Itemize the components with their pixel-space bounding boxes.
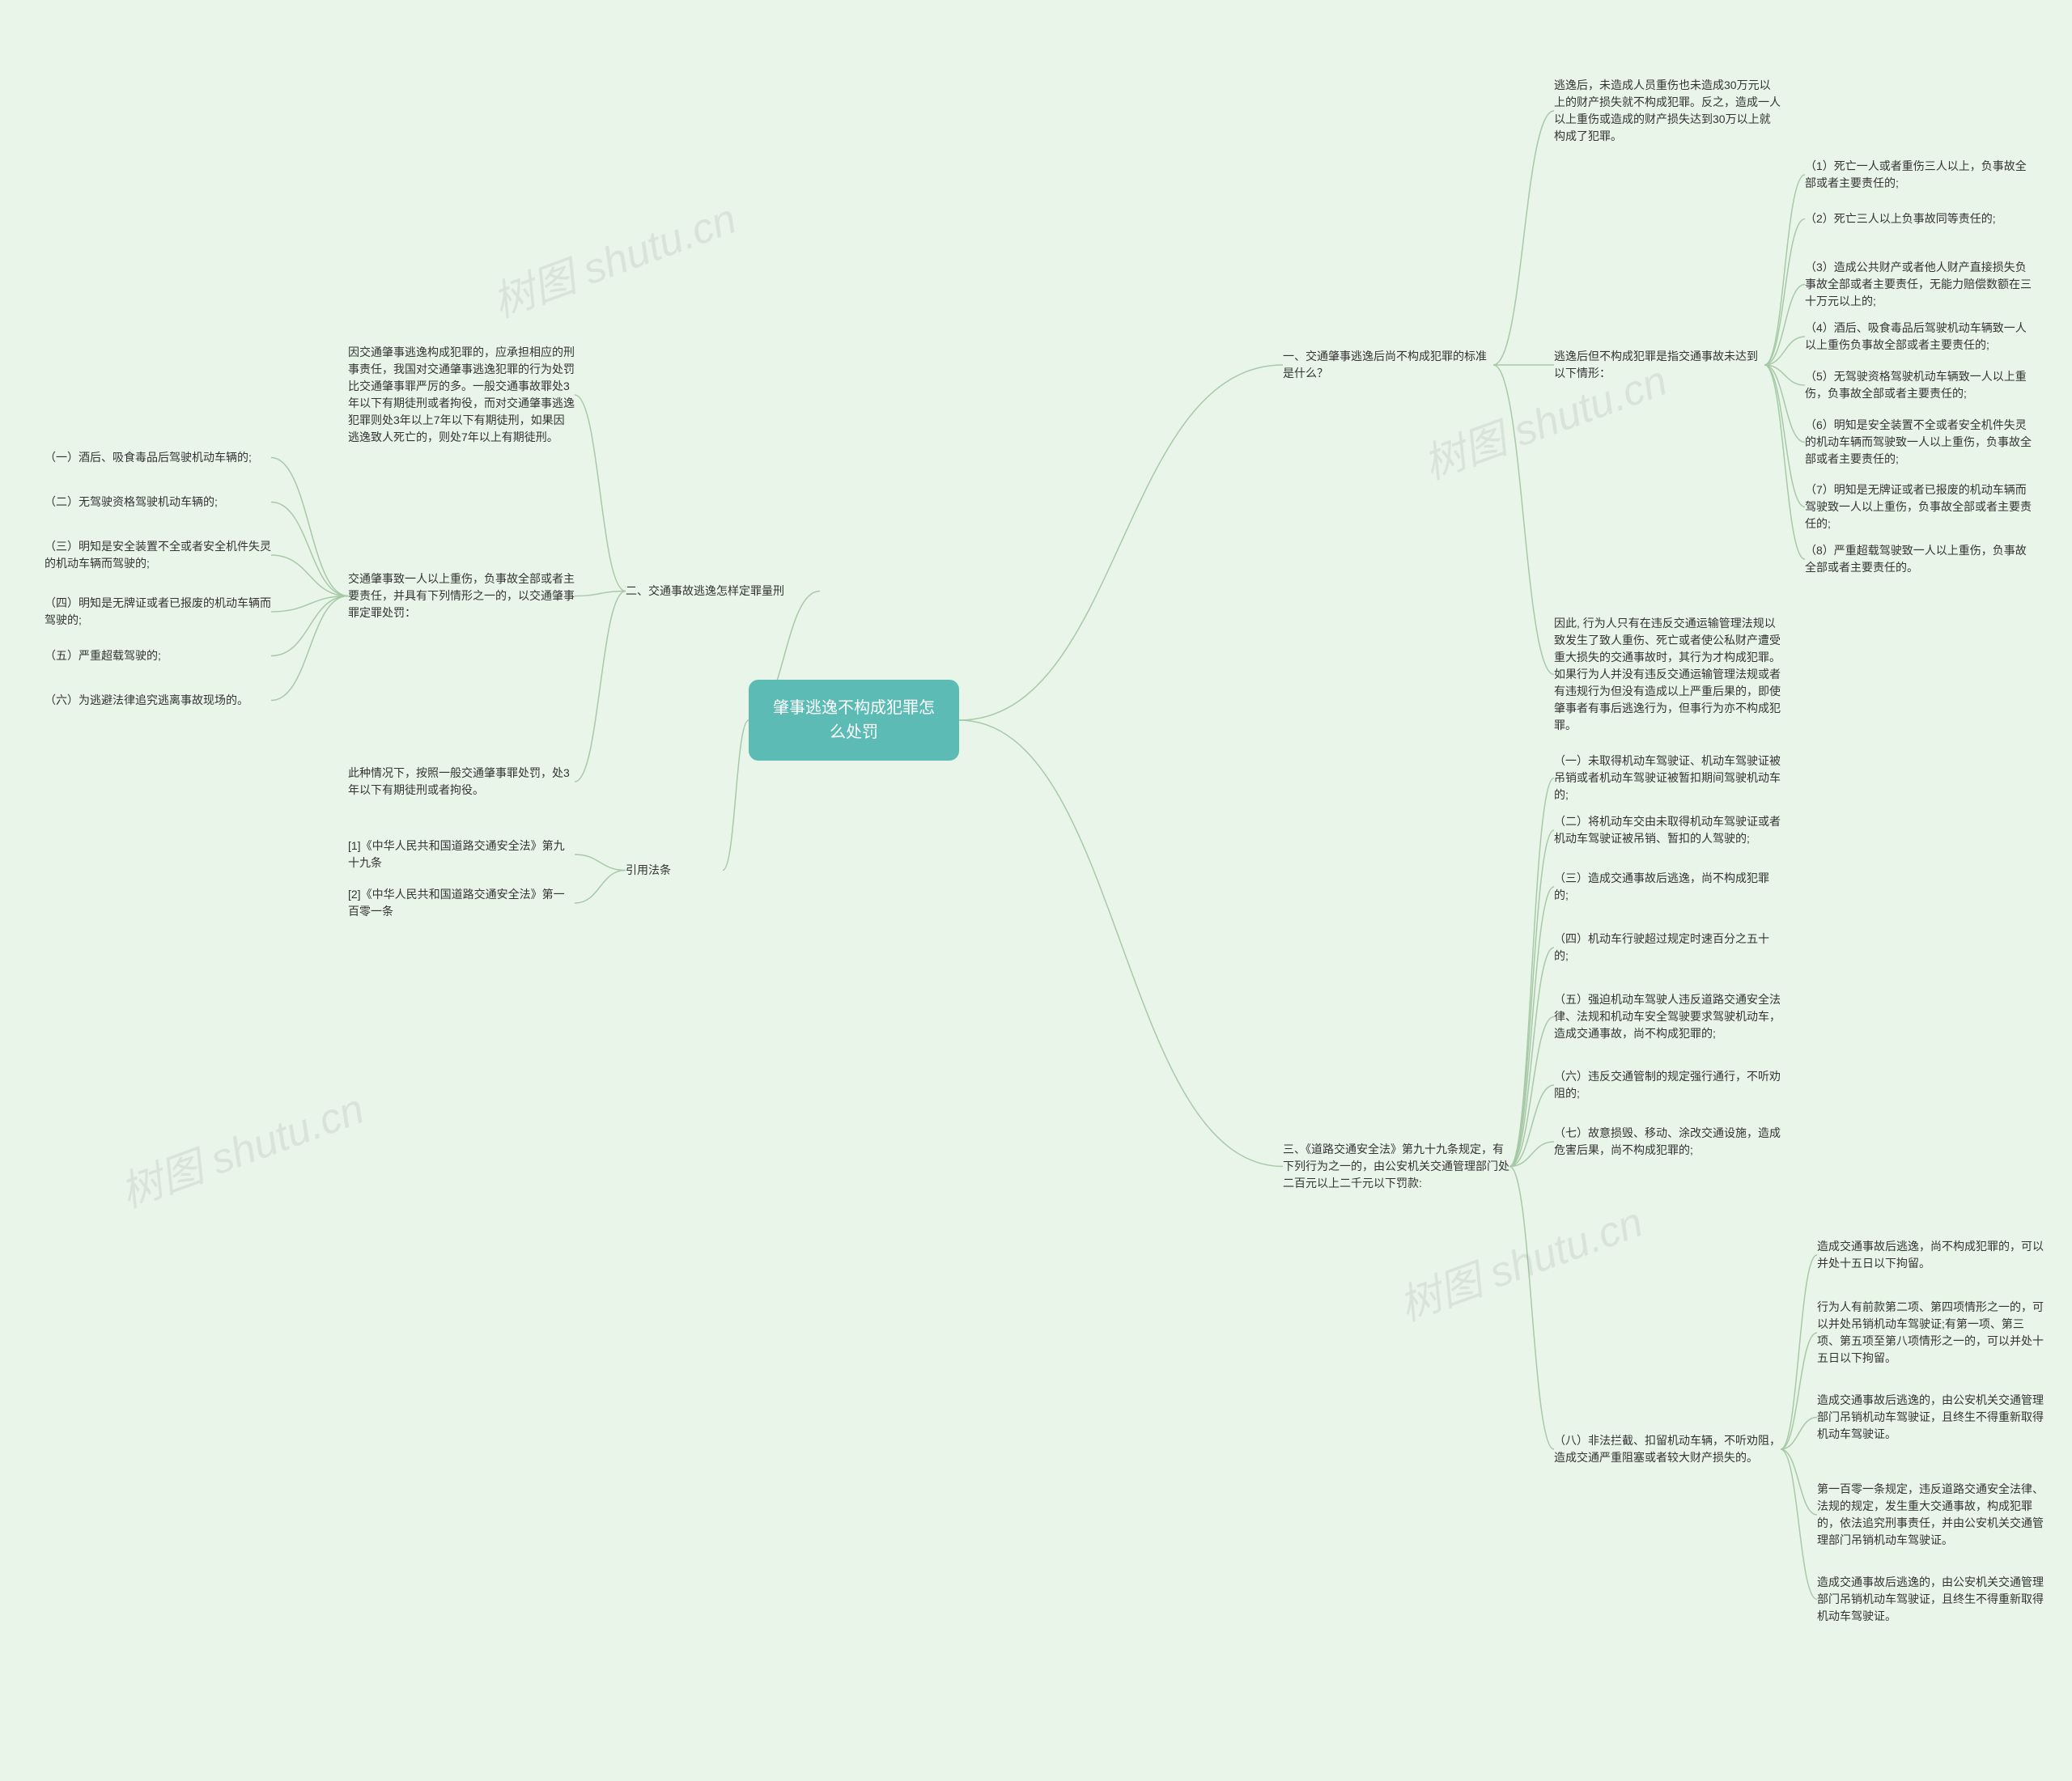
mindmap-node: 第一百零一条规定，违反道路交通安全法律、法规的规定，发生重大交通事故，构成犯罪的… bbox=[1817, 1481, 2044, 1549]
mindmap-node: （八）非法拦截、扣留机动车辆，不听劝阻，造成交通严重阻塞或者较大财产损失的。 bbox=[1554, 1432, 1781, 1466]
mindmap-node: （六）违反交通管制的规定强行通行，不听劝阻的; bbox=[1554, 1068, 1781, 1102]
mindmap-node: （一）酒后、吸食毒品后驾驶机动车辆的; bbox=[45, 449, 271, 466]
mindmap-node: 引用法条 bbox=[626, 862, 723, 879]
mindmap-node: （5）无驾驶资格驾驶机动车辆致一人以上重伤，负事故全部或者主要责任的; bbox=[1805, 368, 2032, 402]
mindmap-node: （7）明知是无牌证或者已报废的机动车辆而驾驶致一人以上重伤，负事故全部或者主要责… bbox=[1805, 481, 2032, 532]
mindmap-node: （六）为逃避法律追究逃离事故现场的。 bbox=[45, 692, 271, 709]
mindmap-node: （三）明知是安全装置不全或者安全机件失灵的机动车辆而驾驶的; bbox=[45, 538, 271, 572]
mindmap-node: （6）明知是安全装置不全或者安全机件失灵的机动车辆而驾驶致一人以上重伤，负事故全… bbox=[1805, 417, 2032, 468]
mindmap-node: （三）造成交通事故后逃逸，尚不构成犯罪的; bbox=[1554, 870, 1781, 904]
mindmap-node: 三、《道路交通安全法》第九十九条规定，有下列行为之一的，由公安机关交通管理部门处… bbox=[1283, 1141, 1509, 1192]
watermark: 树图 shutu.cn bbox=[111, 1075, 372, 1219]
mindmap-node: （五）强迫机动车驾驶人违反道路交通安全法律、法规和机动车安全驾驶要求驾驶机动车，… bbox=[1554, 991, 1781, 1042]
mindmap-node: （3）造成公共财产或者他人财产直接损失负事故全部或者主要责任，无能力赔偿数额在三… bbox=[1805, 259, 2032, 310]
mindmap-node: （2）死亡三人以上负事故同等责任的; bbox=[1805, 210, 2032, 227]
mindmap-node: （四）明知是无牌证或者已报废的机动车辆而驾驶的; bbox=[45, 595, 271, 629]
mindmap-node: （一）未取得机动车驾驶证、机动车驾驶证被吊销或者机动车驾驶证被暂扣期间驾驶机动车… bbox=[1554, 753, 1781, 804]
mindmap-node: 交通肇事致一人以上重伤，负事故全部或者主要责任，并具有下列情形之一的，以交通肇事… bbox=[348, 570, 575, 621]
mindmap-node: （四）机动车行驶超过规定时速百分之五十的; bbox=[1554, 931, 1781, 965]
mindmap-node: [1]《中华人民共和国道路交通安全法》第九十九条 bbox=[348, 837, 575, 871]
mindmap-node: （8）严重超载驾驶致一人以上重伤，负事故全部或者主要责任的。 bbox=[1805, 542, 2032, 576]
mindmap-node: 因交通肇事逃逸构成犯罪的，应承担相应的刑事责任，我国对交通肇事逃逸犯罪的行为处罚… bbox=[348, 344, 575, 446]
mindmap-node: 二、交通事故逃逸怎样定罪量刑 bbox=[626, 583, 820, 600]
mindmap-node: （七）故意损毁、移动、涂改交通设施，造成危害后果，尚不构成犯罪的; bbox=[1554, 1125, 1781, 1159]
mindmap-node: 造成交通事故后逃逸，尚不构成犯罪的，可以并处十五日以下拘留。 bbox=[1817, 1238, 2044, 1272]
mindmap-node: （1）死亡一人或者重伤三人以上，负事故全部或者主要责任的; bbox=[1805, 158, 2032, 192]
mindmap-node: （二）将机动车交由未取得机动车驾驶证或者机动车驾驶证被吊销、暂扣的人驾驶的; bbox=[1554, 813, 1781, 847]
mindmap-node: 逃逸后但不构成犯罪是指交通事故未达到以下情形： bbox=[1554, 348, 1764, 382]
mindmap-node: 一、交通肇事逃逸后尚不构成犯罪的标准是什么？ bbox=[1283, 348, 1493, 382]
mindmap-node: [2]《中华人民共和国道路交通安全法》第一百零一条 bbox=[348, 886, 575, 920]
root-node: 肇事逃逸不构成犯罪怎么处罚 bbox=[749, 680, 959, 761]
mindmap-node: 造成交通事故后逃逸的，由公安机关交通管理部门吊销机动车驾驶证，且终生不得重新取得… bbox=[1817, 1574, 2044, 1625]
mindmap-node: 此种情况下，按照一般交通肇事罪处罚，处3年以下有期徒刑或者拘役。 bbox=[348, 765, 575, 799]
mindmap-node: 造成交通事故后逃逸的，由公安机关交通管理部门吊销机动车驾驶证，且终生不得重新取得… bbox=[1817, 1392, 2044, 1443]
watermark: 树图 shutu.cn bbox=[483, 184, 744, 329]
mindmap-node: （五）严重超载驾驶的; bbox=[45, 647, 271, 664]
mindmap-node: 行为人有前款第二项、第四项情形之一的，可以并处吊销机动车驾驶证;有第一项、第三项… bbox=[1817, 1299, 2044, 1367]
mindmap-node: 因此, 行为人只有在违反交通运输管理法规以致发生了致人重伤、死亡或者使公私财产遭… bbox=[1554, 615, 1781, 734]
watermark: 树图 shutu.cn bbox=[1390, 1188, 1650, 1332]
mindmap-node: （二）无驾驶资格驾驶机动车辆的; bbox=[45, 494, 271, 511]
mindmap-node: 逃逸后，未造成人员重伤也未造成30万元以上的财产损失就不构成犯罪。反之，造成一人… bbox=[1554, 77, 1781, 145]
mindmap-node: （4）酒后、吸食毒品后驾驶机动车辆致一人以上重伤负事故全部或者主要责任的; bbox=[1805, 320, 2032, 354]
